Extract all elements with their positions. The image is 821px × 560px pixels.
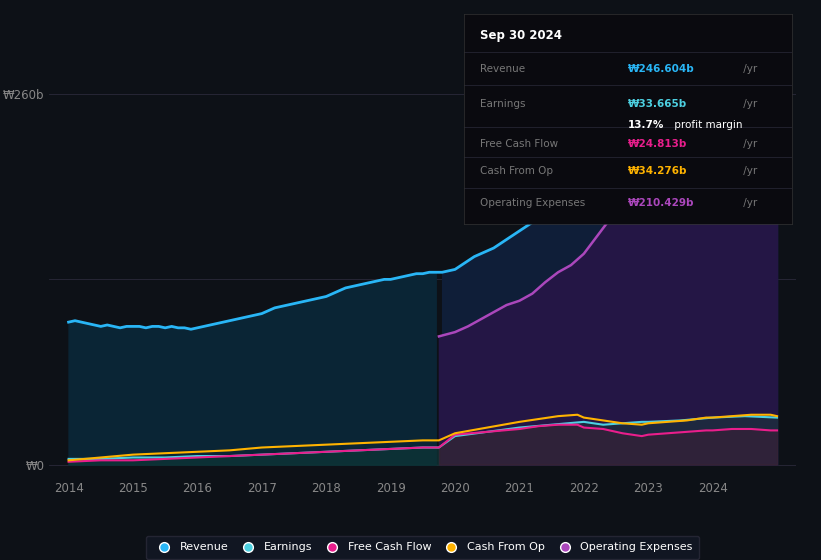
Text: Operating Expenses: Operating Expenses xyxy=(480,198,585,208)
Text: ₩210.429b: ₩210.429b xyxy=(628,198,695,208)
Text: /yr: /yr xyxy=(740,198,757,208)
Text: Cash From Op: Cash From Op xyxy=(480,166,553,176)
Legend: Revenue, Earnings, Free Cash Flow, Cash From Op, Operating Expenses: Revenue, Earnings, Free Cash Flow, Cash … xyxy=(146,536,699,559)
Text: Sep 30 2024: Sep 30 2024 xyxy=(480,29,562,41)
Text: ₩246.604b: ₩246.604b xyxy=(628,64,695,73)
Text: ₩33.665b: ₩33.665b xyxy=(628,99,687,109)
Text: /yr: /yr xyxy=(740,166,757,176)
Text: ₩34.276b: ₩34.276b xyxy=(628,166,687,176)
Text: /yr: /yr xyxy=(740,139,757,149)
Text: 13.7%: 13.7% xyxy=(628,120,664,130)
Text: /yr: /yr xyxy=(740,99,757,109)
Text: profit margin: profit margin xyxy=(671,120,742,130)
Text: Earnings: Earnings xyxy=(480,99,525,109)
Text: Revenue: Revenue xyxy=(480,64,525,73)
Text: /yr: /yr xyxy=(740,64,757,73)
Text: Free Cash Flow: Free Cash Flow xyxy=(480,139,558,149)
Text: ₩24.813b: ₩24.813b xyxy=(628,139,687,149)
